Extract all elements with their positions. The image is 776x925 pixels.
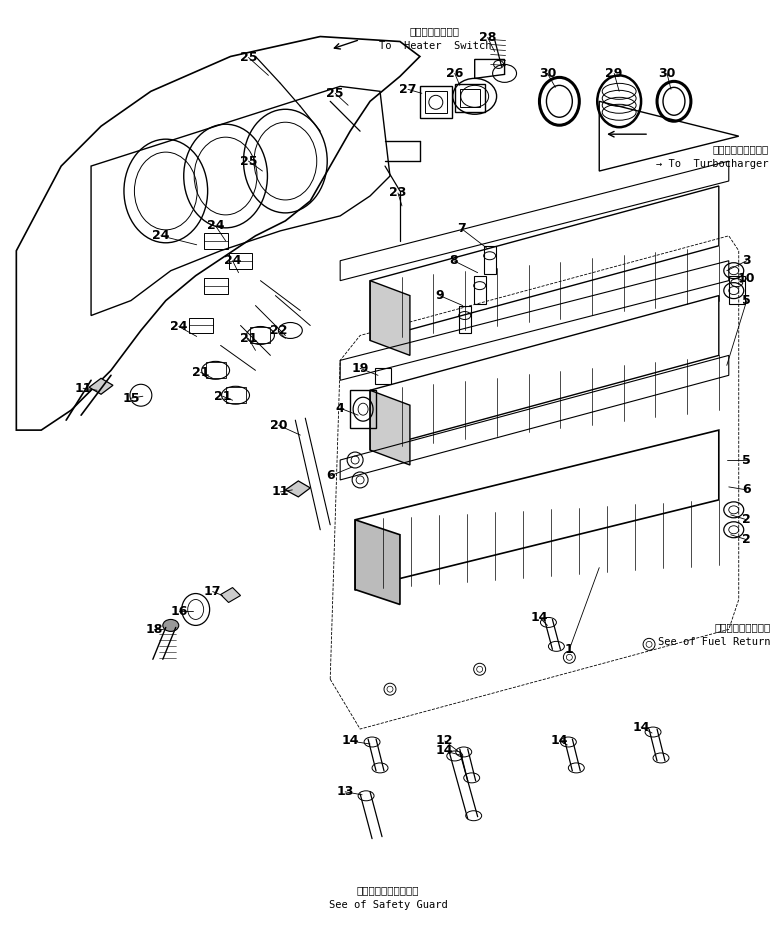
- Text: 25: 25: [240, 154, 258, 167]
- Text: 24: 24: [223, 254, 241, 267]
- Text: 11: 11: [272, 486, 289, 499]
- Bar: [189, 317, 213, 334]
- Text: 14: 14: [551, 734, 568, 747]
- Polygon shape: [370, 390, 410, 465]
- Text: フエルリターン参照: フエルリターン参照: [715, 623, 771, 633]
- Text: 16: 16: [170, 605, 188, 618]
- Polygon shape: [220, 587, 241, 602]
- Bar: [729, 276, 745, 303]
- Text: 13: 13: [337, 785, 354, 798]
- Text: 26: 26: [446, 67, 463, 80]
- Polygon shape: [89, 378, 113, 394]
- Text: 14: 14: [632, 721, 650, 734]
- Text: 6: 6: [743, 484, 751, 497]
- Bar: [350, 390, 376, 428]
- Text: 20: 20: [269, 419, 287, 432]
- Text: 21: 21: [240, 332, 258, 345]
- Text: 24: 24: [152, 229, 170, 242]
- Text: 27: 27: [399, 83, 417, 96]
- Text: 11: 11: [74, 382, 92, 395]
- Text: 2: 2: [743, 533, 751, 547]
- Bar: [229, 253, 252, 268]
- Bar: [473, 276, 486, 303]
- Text: ヒータスイッチへ: ヒータスイッチへ: [410, 27, 460, 37]
- Text: 14: 14: [531, 610, 548, 624]
- Text: 2: 2: [743, 513, 751, 526]
- Text: 28: 28: [479, 31, 497, 44]
- Text: 4: 4: [336, 401, 345, 414]
- Text: 30: 30: [658, 67, 676, 80]
- Bar: [420, 86, 452, 118]
- Text: 23: 23: [390, 187, 407, 200]
- Bar: [251, 327, 270, 343]
- Text: 12: 12: [436, 734, 453, 747]
- Bar: [203, 233, 227, 249]
- Text: 22: 22: [269, 324, 287, 337]
- Bar: [375, 368, 391, 384]
- Text: See of Fuel Return: See of Fuel Return: [658, 637, 771, 647]
- Text: 14: 14: [341, 734, 359, 747]
- Text: 29: 29: [605, 67, 623, 80]
- Bar: [206, 363, 226, 378]
- Text: 24: 24: [170, 320, 188, 333]
- Bar: [483, 246, 496, 274]
- Text: 17: 17: [204, 585, 221, 598]
- Bar: [226, 388, 245, 403]
- Bar: [455, 84, 485, 112]
- Bar: [459, 305, 471, 334]
- Text: 25: 25: [240, 51, 258, 64]
- Text: 14: 14: [436, 745, 453, 758]
- Polygon shape: [355, 520, 400, 605]
- Text: 30: 30: [539, 67, 556, 80]
- Text: 5: 5: [743, 453, 751, 466]
- Polygon shape: [286, 481, 310, 497]
- Text: 21: 21: [214, 389, 231, 402]
- Bar: [459, 90, 480, 107]
- Text: 8: 8: [449, 254, 458, 267]
- Bar: [203, 278, 227, 293]
- Text: ターボチャージャへ: ターボチャージャへ: [712, 144, 769, 154]
- Text: 25: 25: [327, 87, 344, 100]
- Text: 24: 24: [207, 219, 224, 232]
- Text: 7: 7: [457, 222, 466, 235]
- Text: → To  Turbocharger: → To Turbocharger: [656, 159, 769, 169]
- Text: 5: 5: [743, 294, 751, 307]
- Text: 19: 19: [352, 362, 369, 375]
- Text: See of Safety Guard: See of Safety Guard: [328, 900, 448, 910]
- Text: 10: 10: [738, 272, 756, 285]
- Text: To  Heater  Switch: To Heater Switch: [379, 42, 491, 52]
- Text: 6: 6: [326, 470, 334, 483]
- Text: 3: 3: [743, 254, 751, 267]
- Polygon shape: [370, 280, 410, 355]
- Bar: [425, 92, 447, 113]
- Text: 18: 18: [145, 623, 162, 635]
- Text: セーフティガード参照: セーフティガード参照: [357, 885, 419, 895]
- Text: 9: 9: [435, 290, 444, 302]
- Text: 1: 1: [565, 643, 573, 656]
- Text: 15: 15: [122, 391, 140, 405]
- Ellipse shape: [163, 620, 178, 632]
- Text: 21: 21: [192, 365, 210, 379]
